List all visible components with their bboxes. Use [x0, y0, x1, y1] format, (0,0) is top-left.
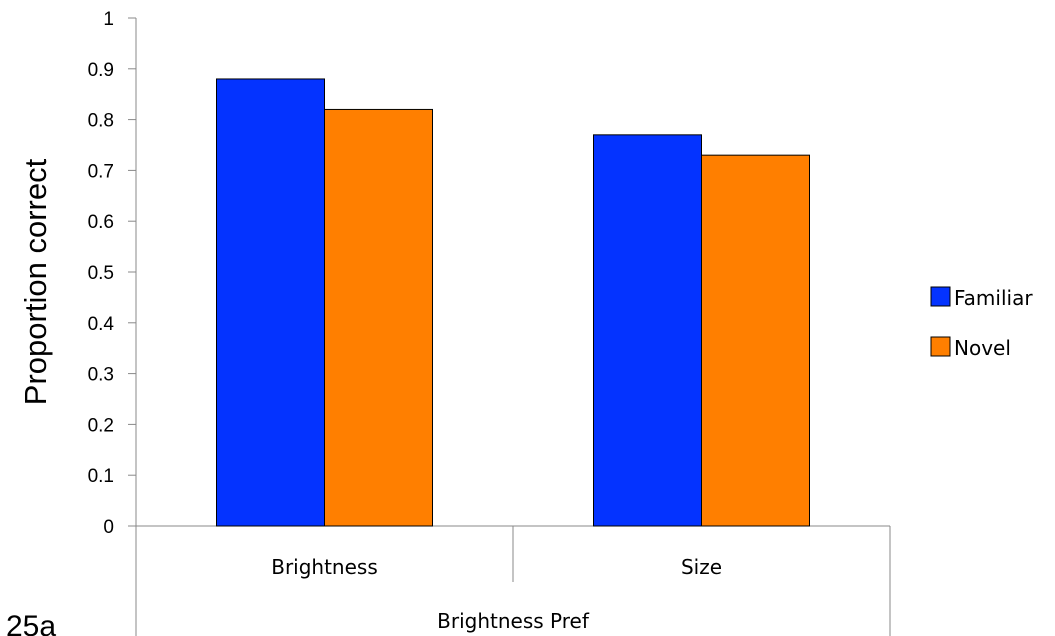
- y-tick-label: 0.9: [88, 60, 114, 81]
- bar-familiar-size: [593, 134, 702, 527]
- y-tick-label: 0.7: [88, 161, 114, 182]
- group-axis-label: Brightness Pref: [437, 609, 590, 633]
- y-tick-label: 0.1: [88, 466, 114, 487]
- x-category-label: Size: [681, 555, 722, 579]
- legend-swatch-novel: [930, 336, 951, 357]
- y-tick-label: 0.5: [88, 263, 114, 284]
- legend-label-novel: Novel: [954, 336, 1011, 360]
- bars: [216, 78, 810, 527]
- figure-tag: 25a: [6, 610, 56, 636]
- y-tick-label: 1: [103, 9, 114, 30]
- legend: Familiar Novel: [930, 286, 1033, 360]
- x-categories: Brightness Size: [271, 555, 722, 579]
- y-tick-label: 0.8: [88, 111, 114, 132]
- y-tick-label: 0.4: [88, 314, 115, 335]
- x-category-label: Brightness: [271, 555, 378, 579]
- legend-swatch-familiar: [930, 286, 951, 307]
- y-axis-label: Proportion correct: [18, 158, 53, 405]
- bar-novel-size: [701, 154, 810, 527]
- y-ticks: 0 0.1 0.2 0.3 0.4 0.5 0.6 0.7 0.8 0.9 1: [88, 9, 136, 538]
- bar-familiar-brightness: [216, 78, 325, 527]
- y-tick-label: 0.3: [88, 365, 114, 386]
- bar-novel-brightness: [324, 108, 433, 527]
- y-tick-label: 0.6: [88, 212, 114, 233]
- y-tick-label: 0.2: [88, 415, 114, 436]
- legend-label-familiar: Familiar: [954, 286, 1033, 310]
- y-tick-label: 0: [103, 517, 114, 538]
